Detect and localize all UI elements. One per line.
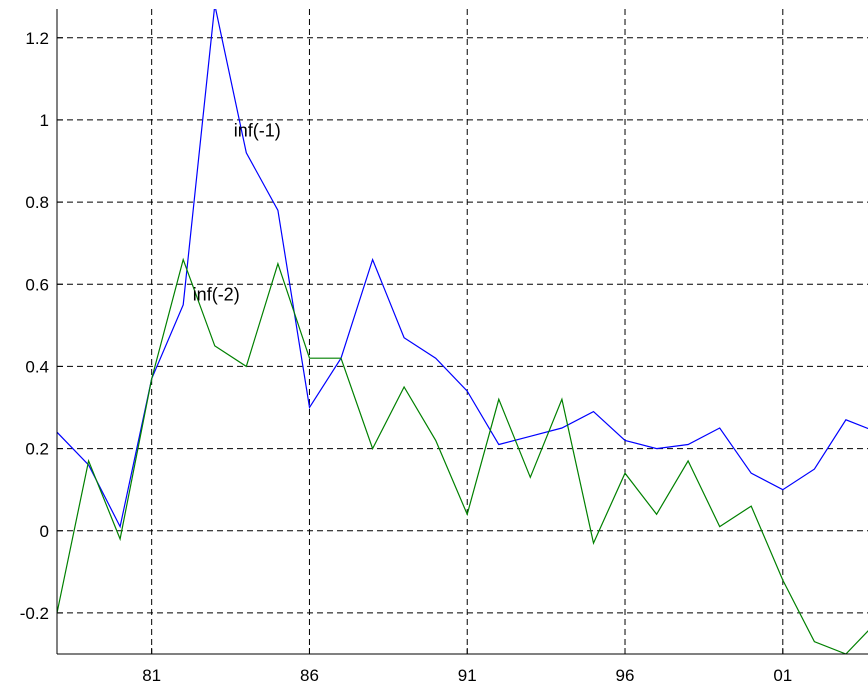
y-tick-label: 1 — [40, 111, 49, 130]
y-tick-label: 1.2 — [25, 29, 49, 48]
y-tick-label: 0.4 — [25, 357, 49, 376]
x-tick-label: 86 — [300, 666, 319, 685]
axis-ticks: -0.2 0 0.2 0.4 0.6 0.8 1 1.2 81 86 91 96 01 — [20, 29, 793, 685]
plot-area — [57, 9, 868, 654]
x-tick-label: 91 — [458, 666, 477, 685]
y-tick-label: 0.2 — [25, 440, 49, 459]
y-tick-label: 0.6 — [25, 275, 49, 294]
grid — [57, 9, 868, 654]
x-tick-label: 01 — [773, 666, 792, 685]
y-tick-label: -0.2 — [20, 604, 49, 623]
y-tick-label: 0 — [40, 522, 49, 541]
series-line-2 — [57, 257, 868, 654]
x-tick-label: 96 — [616, 666, 635, 685]
annotations: inf(-1) inf(-2) — [193, 120, 281, 304]
annotation-2: inf(-2) — [193, 285, 240, 305]
annotation-1: inf(-1) — [234, 120, 281, 140]
series-line-1 — [57, 9, 868, 529]
plot-frame — [56, 9, 868, 655]
y-tick-label: 0.8 — [25, 193, 49, 212]
x-tick-label: 81 — [142, 666, 161, 685]
series-lines — [57, 9, 868, 654]
